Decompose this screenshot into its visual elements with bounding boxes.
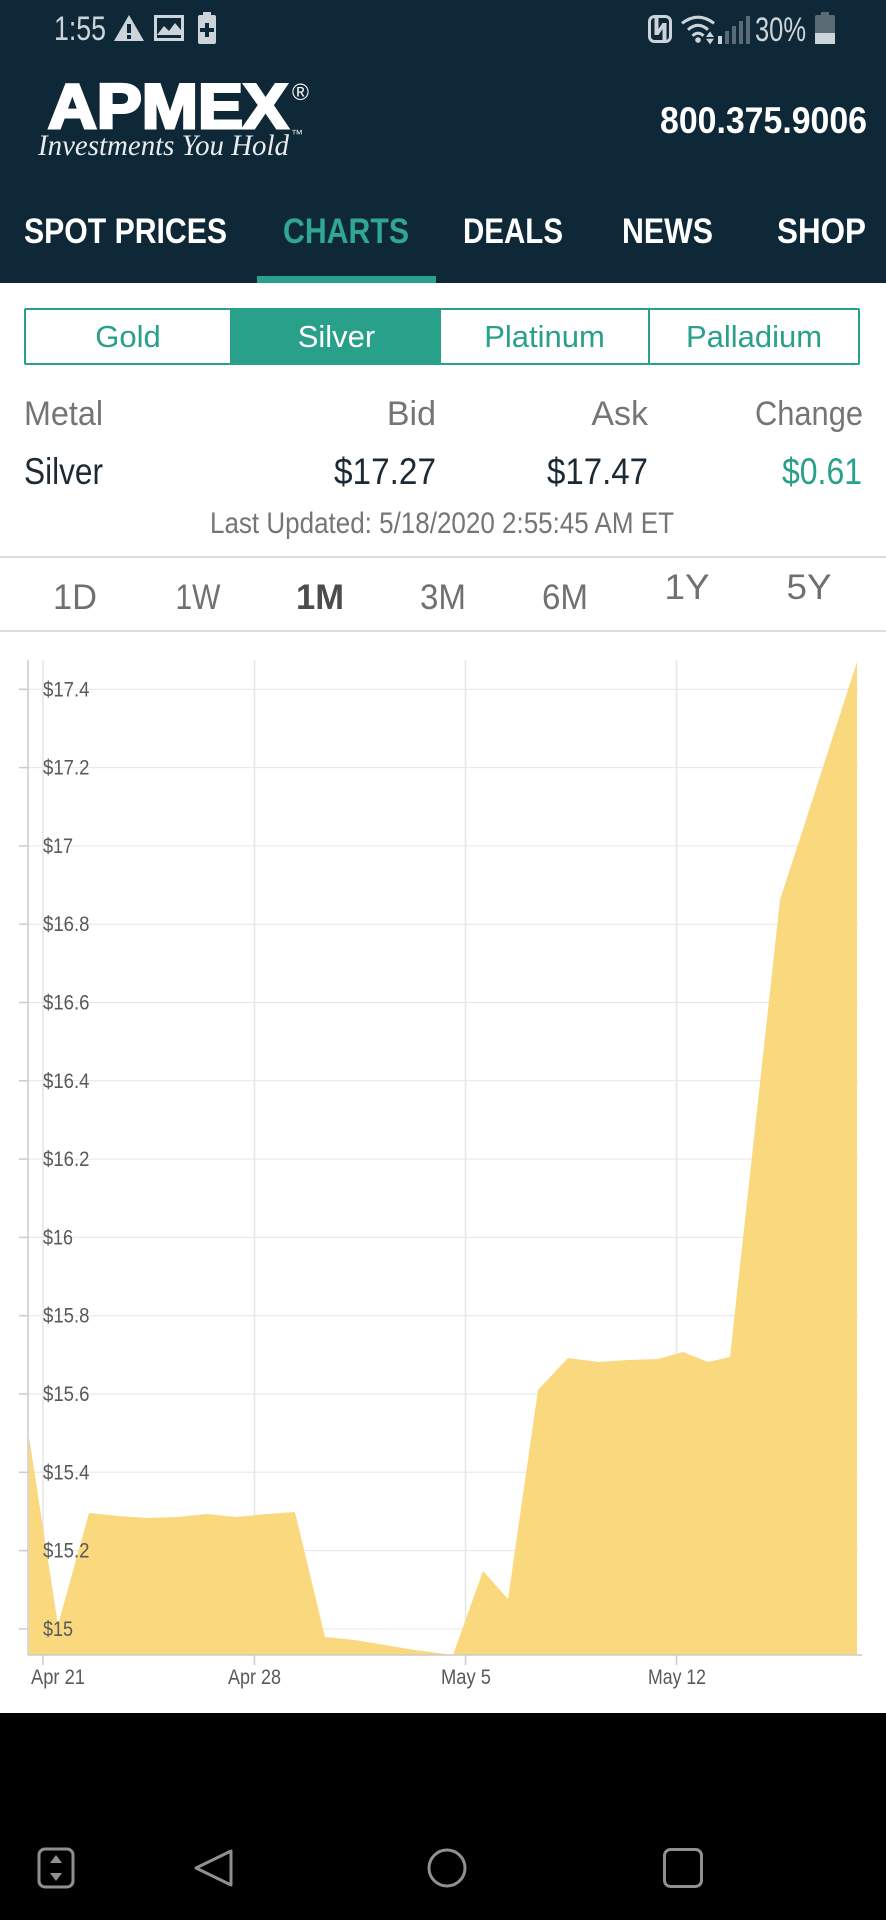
svg-text:SHOP: SHOP — [777, 212, 866, 251]
svg-text:800.375.9006: 800.375.9006 — [660, 100, 867, 141]
svg-text:$15.8: $15.8 — [43, 1305, 90, 1328]
svg-text:CHARTS: CHARTS — [283, 212, 409, 251]
svg-text:$17.27: $17.27 — [334, 451, 436, 492]
svg-text:$16.6: $16.6 — [43, 992, 90, 1015]
svg-text:$15.6: $15.6 — [43, 1383, 90, 1406]
svg-text:$17: $17 — [43, 835, 73, 858]
svg-text:$16.8: $16.8 — [43, 913, 90, 936]
svg-text:$0.61: $0.61 — [782, 451, 862, 492]
svg-text:Last Updated: 5/18/2020 2:55:4: Last Updated: 5/18/2020 2:55:45 AM ET — [210, 507, 674, 540]
svg-text:Change: Change — [755, 395, 863, 433]
svg-text:®: ® — [292, 79, 309, 105]
svg-text:May 12: May 12 — [648, 1666, 706, 1689]
svg-text:1W: 1W — [176, 578, 221, 617]
svg-text:$15: $15 — [43, 1618, 73, 1641]
svg-text:Silver: Silver — [24, 451, 103, 492]
svg-text:DEALS: DEALS — [463, 212, 563, 251]
svg-text:SPOT PRICES: SPOT PRICES — [24, 212, 227, 251]
svg-text:APMEX: APMEX — [48, 72, 288, 142]
svg-text:1Y: 1Y — [665, 568, 710, 607]
svg-text:1M: 1M — [296, 578, 344, 617]
svg-text:$16: $16 — [43, 1226, 73, 1249]
svg-text:$16.4: $16.4 — [43, 1070, 90, 1093]
svg-text:1:55: 1:55 — [54, 10, 106, 48]
svg-text:6M: 6M — [542, 578, 588, 617]
svg-text:$17.47: $17.47 — [547, 451, 648, 492]
svg-text:Bid: Bid — [387, 395, 436, 433]
svg-text:30%: 30% — [755, 11, 806, 49]
svg-text:Metal: Metal — [24, 395, 103, 433]
svg-text:Investments You Hold: Investments You Hold — [38, 129, 290, 162]
svg-text:™: ™ — [291, 127, 303, 141]
svg-text:5Y: 5Y — [787, 568, 832, 607]
svg-text:May 5: May 5 — [441, 1666, 491, 1689]
svg-text:$16.2: $16.2 — [43, 1148, 90, 1171]
svg-text:Ask: Ask — [591, 395, 649, 433]
svg-text:$17.2: $17.2 — [43, 757, 90, 780]
svg-text:$15.4: $15.4 — [43, 1461, 90, 1484]
svg-text:3M: 3M — [420, 578, 466, 617]
svg-text:$17.4: $17.4 — [43, 678, 90, 701]
svg-text:Apr 28: Apr 28 — [228, 1666, 281, 1689]
svg-text:NEWS: NEWS — [622, 212, 713, 251]
svg-text:1D: 1D — [53, 578, 97, 617]
svg-text:$15.2: $15.2 — [43, 1540, 90, 1563]
svg-text:Apr 21: Apr 21 — [31, 1666, 85, 1689]
